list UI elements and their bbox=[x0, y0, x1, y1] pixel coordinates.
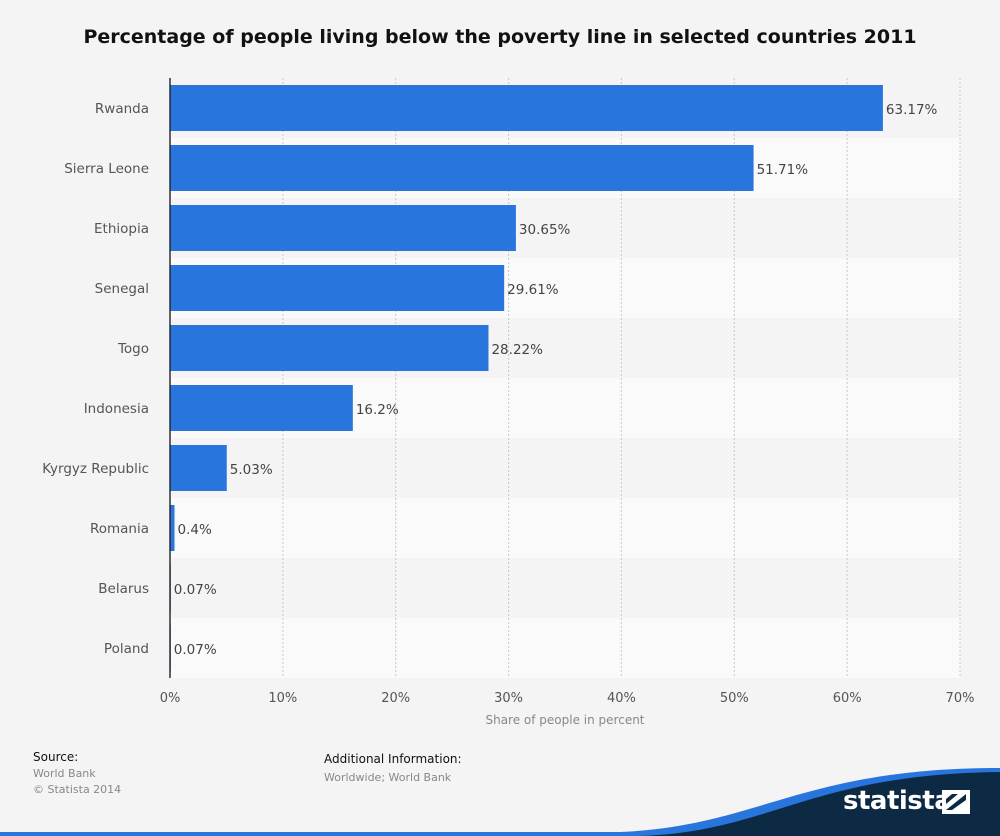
category-label: Sierra Leone bbox=[64, 161, 149, 177]
data-label: 16.2% bbox=[356, 402, 399, 418]
additional-info-label: Additional Information: bbox=[324, 752, 462, 766]
data-label: 63.17% bbox=[886, 102, 938, 118]
x-axis-title: Share of people in percent bbox=[485, 713, 644, 727]
category-label: Kyrgyz Republic bbox=[42, 461, 149, 477]
row-band bbox=[170, 498, 960, 558]
bar bbox=[170, 85, 883, 131]
category-label: Senegal bbox=[95, 281, 149, 297]
x-tick-label: 20% bbox=[381, 691, 410, 706]
source-label: Source: bbox=[33, 750, 79, 764]
data-label: 30.65% bbox=[519, 222, 571, 238]
bar bbox=[170, 445, 227, 491]
bar bbox=[170, 205, 516, 251]
bar bbox=[170, 385, 353, 431]
x-tick-label: 10% bbox=[268, 691, 297, 706]
x-tick-label: 30% bbox=[494, 691, 523, 706]
source-line-1: World Bank bbox=[33, 767, 96, 780]
bar bbox=[170, 505, 175, 551]
category-label: Belarus bbox=[98, 581, 149, 597]
x-tick-label: 0% bbox=[160, 691, 181, 706]
x-tick-label: 70% bbox=[946, 691, 975, 706]
data-label: 0.07% bbox=[174, 642, 217, 658]
category-label: Indonesia bbox=[84, 401, 149, 417]
data-label: 5.03% bbox=[230, 462, 273, 478]
row-band bbox=[170, 558, 960, 618]
bar bbox=[170, 145, 754, 191]
chart-title: Percentage of people living below the po… bbox=[83, 26, 917, 48]
data-label: 0.4% bbox=[178, 522, 212, 538]
category-label: Poland bbox=[104, 641, 149, 657]
bar-chart: 0% 10% 20% 30% 40% 50% 60% 70% Rwanda 63.17% Sierr… bbox=[42, 78, 975, 727]
data-label: 28.22% bbox=[491, 342, 543, 358]
category-label: Ethiopia bbox=[94, 221, 149, 237]
data-label: 29.61% bbox=[507, 282, 559, 298]
data-label: 0.07% bbox=[174, 582, 217, 598]
bar bbox=[170, 265, 505, 311]
category-label: Romania bbox=[90, 521, 149, 537]
category-label: Togo bbox=[117, 341, 149, 357]
x-tick-label: 40% bbox=[607, 691, 636, 706]
x-tick-label: 50% bbox=[720, 691, 749, 706]
statista-logo-icon bbox=[942, 790, 970, 814]
statista-logo-text: statista bbox=[843, 786, 952, 816]
row-band bbox=[170, 618, 960, 678]
footer-wave bbox=[0, 768, 1000, 836]
source-line-2: © Statista 2014 bbox=[33, 783, 122, 796]
data-label: 51.71% bbox=[757, 162, 809, 178]
additional-info-text: Worldwide; World Bank bbox=[324, 771, 452, 784]
x-tick-label: 60% bbox=[833, 691, 862, 706]
row-band bbox=[170, 438, 960, 498]
bar bbox=[170, 325, 489, 371]
category-label: Rwanda bbox=[95, 101, 149, 117]
